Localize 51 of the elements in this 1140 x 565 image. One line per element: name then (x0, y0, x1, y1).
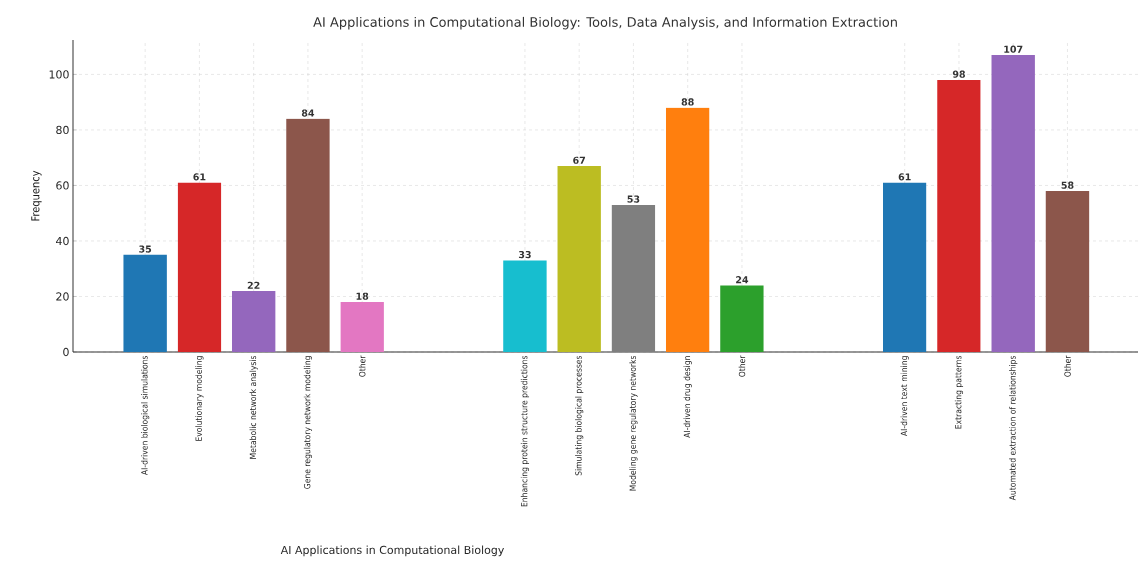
data-label: 61 (898, 173, 911, 181)
y-tick-label: 60 (56, 181, 69, 190)
y-tick-label: 40 (56, 236, 69, 246)
data-label: 18 (356, 292, 369, 300)
bar (991, 54, 1035, 352)
x-tick-label: Other (358, 355, 366, 377)
y-axis-title: Frequency (31, 170, 42, 221)
bar (720, 285, 764, 352)
x-tick-label: Other (738, 355, 746, 377)
bar (231, 290, 276, 352)
x-tick-label: Modeling gene regulatory networks (629, 355, 638, 491)
bar (883, 182, 927, 352)
chart-title: AI Applications in Computational Biology: Tools, Data Analysis, and Information Extraction (313, 16, 897, 30)
bar (557, 166, 601, 352)
x-tick-label: Gene regulatory network modeling (303, 356, 313, 489)
bar (611, 204, 656, 352)
data-label: 61 (193, 173, 206, 181)
bar (937, 79, 981, 352)
bar (177, 182, 222, 352)
data-label: 107 (1004, 45, 1023, 53)
bar (1045, 191, 1090, 352)
data-label: 98 (952, 70, 965, 78)
y-tick-label: 20 (56, 292, 69, 301)
data-label: 88 (681, 98, 694, 106)
x-tick-label: Metabolic network analysis (249, 355, 258, 459)
data-label: 24 (736, 276, 749, 284)
data-label: 67 (573, 156, 586, 164)
x-tick-label: Extracting patterns (954, 355, 964, 429)
x-tick-label: AI-driven drug design (683, 356, 692, 438)
data-label: 53 (627, 195, 640, 203)
bar (286, 118, 330, 352)
x-axis-title: AI Applications in Computational Biology (280, 545, 504, 557)
x-tick-label: AI-driven text mining (900, 356, 909, 437)
x-tick-label: Simulating biological processes (575, 355, 584, 476)
y-tick-label: 100 (49, 70, 69, 79)
bar (665, 107, 710, 352)
x-tick-label: Other (1064, 355, 1071, 377)
y-tick-label: 0 (63, 347, 69, 357)
data-label: 22 (247, 281, 260, 289)
data-label: 35 (139, 245, 152, 253)
x-tick-label: Evolutionary modeling (195, 356, 204, 441)
data-label: 33 (518, 251, 531, 259)
x-tick-label: Automated extraction of relationships (1009, 355, 1018, 501)
y-tick-label: 80 (56, 125, 69, 135)
x-tick-label: AI-driven biological simulations (141, 355, 150, 476)
bar (123, 254, 167, 352)
bar (340, 302, 384, 352)
data-label: 58 (1061, 181, 1074, 189)
data-label: 84 (301, 109, 315, 117)
bar (503, 260, 547, 352)
x-tick-label: Enhancing protein structure predictions (520, 355, 530, 507)
